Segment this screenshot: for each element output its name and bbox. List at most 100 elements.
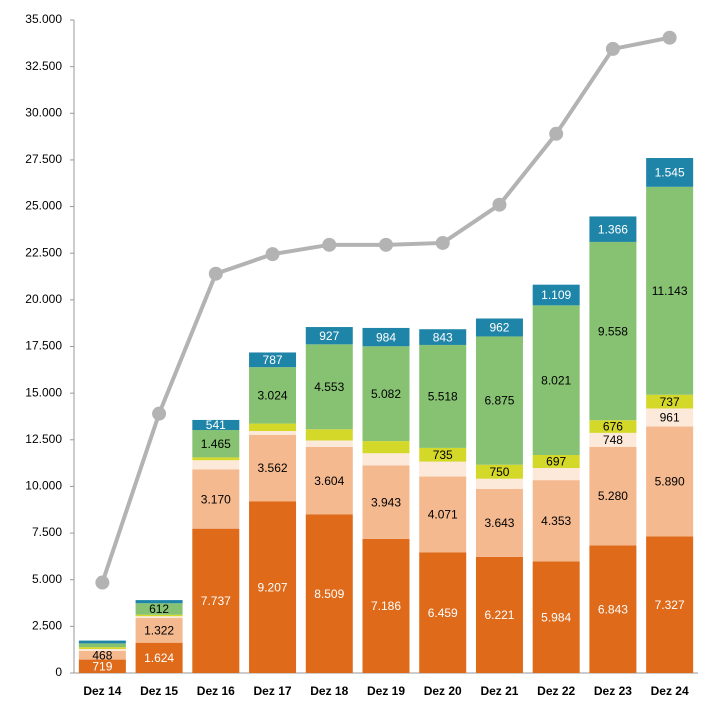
bar-segment bbox=[475, 488, 523, 557]
y-tick-label: 35.000 bbox=[25, 12, 62, 26]
x-tick-label: Dez 23 bbox=[594, 684, 632, 698]
bar-segment bbox=[305, 327, 353, 345]
y-tick-label: 25.000 bbox=[25, 199, 62, 213]
line-marker bbox=[265, 247, 280, 262]
bar-segment bbox=[305, 344, 353, 430]
y-tick-label: 22.500 bbox=[25, 245, 62, 259]
bar-segment bbox=[589, 216, 637, 242]
data-label: 719 bbox=[92, 659, 112, 673]
data-label: 7.186 bbox=[371, 599, 401, 613]
data-label: 984 bbox=[376, 330, 396, 344]
data-label: 5.082 bbox=[371, 387, 401, 401]
bar-segment bbox=[78, 659, 126, 673]
data-label: 927 bbox=[319, 329, 339, 343]
data-label: 961 bbox=[660, 411, 680, 425]
bar-segment bbox=[362, 465, 410, 539]
data-label: 1.322 bbox=[144, 624, 174, 638]
x-tick-label: Dez 22 bbox=[537, 684, 575, 698]
data-label: 5.984 bbox=[541, 610, 571, 624]
bar-segment bbox=[646, 408, 694, 427]
data-label: 4.553 bbox=[314, 380, 344, 394]
bar-segment bbox=[589, 545, 637, 673]
data-label: 1.465 bbox=[201, 437, 231, 451]
data-label: 3.943 bbox=[371, 495, 401, 509]
bar-segment bbox=[78, 643, 126, 648]
bar-segment bbox=[135, 642, 183, 673]
data-label: 3.643 bbox=[484, 516, 514, 530]
bar-segment bbox=[192, 430, 240, 458]
line-marker bbox=[208, 266, 223, 281]
x-tick-label: Dez 17 bbox=[254, 684, 292, 698]
y-tick-label: 15.000 bbox=[25, 385, 62, 399]
data-label: 4.071 bbox=[428, 508, 458, 522]
bar-segment bbox=[249, 352, 297, 368]
data-label: 6.875 bbox=[484, 394, 514, 408]
bar-segment bbox=[135, 600, 183, 604]
bar-segment bbox=[192, 419, 240, 431]
data-label: 750 bbox=[489, 465, 509, 479]
data-label: 3.604 bbox=[314, 474, 344, 488]
data-label: 9.207 bbox=[258, 580, 288, 594]
bar-segment bbox=[419, 344, 467, 448]
data-label: 3.170 bbox=[201, 492, 231, 506]
x-tick-label: Dez 24 bbox=[651, 684, 689, 698]
bar-segment bbox=[532, 480, 580, 562]
data-label: 787 bbox=[263, 353, 283, 367]
bar-segment bbox=[305, 429, 353, 441]
data-label: 9.558 bbox=[598, 324, 628, 338]
data-label: 676 bbox=[603, 420, 623, 434]
y-tick-label: 12.500 bbox=[25, 432, 62, 446]
data-label: 612 bbox=[149, 602, 169, 616]
bar-segment bbox=[78, 640, 126, 644]
bar-segment bbox=[646, 158, 694, 187]
y-tick-label: 17.500 bbox=[25, 339, 62, 353]
bar-segment bbox=[78, 647, 126, 649]
bar-segment bbox=[475, 318, 523, 337]
bar-segment bbox=[192, 528, 240, 673]
data-label: 6.221 bbox=[484, 608, 514, 622]
bar-segment bbox=[419, 447, 467, 462]
bar-segment bbox=[192, 460, 240, 470]
data-label: 1.545 bbox=[655, 166, 685, 180]
bar-segment bbox=[362, 346, 410, 442]
bar-segment bbox=[78, 650, 126, 660]
bar-segment bbox=[589, 241, 637, 421]
data-label: 468 bbox=[92, 648, 112, 662]
x-tick-label: Dez 18 bbox=[310, 684, 348, 698]
data-label: 4.353 bbox=[541, 514, 571, 528]
line-marker bbox=[549, 126, 564, 141]
bar-segment bbox=[646, 394, 694, 409]
data-label: 541 bbox=[206, 418, 226, 432]
y-tick-label: 30.000 bbox=[25, 105, 62, 119]
data-label: 7.327 bbox=[655, 598, 685, 612]
data-label: 5.518 bbox=[428, 390, 458, 404]
line-marker bbox=[322, 237, 337, 252]
bar-segment bbox=[135, 603, 183, 615]
data-label: 748 bbox=[603, 433, 623, 447]
bar-segment bbox=[305, 514, 353, 673]
line-marker bbox=[379, 237, 393, 252]
x-tick-label: Dez 15 bbox=[140, 684, 178, 698]
bar-segment bbox=[532, 468, 580, 481]
y-tick-label: 0 bbox=[55, 665, 62, 679]
y-tick-label: 20.000 bbox=[25, 292, 62, 306]
bar-segment bbox=[362, 327, 410, 347]
bar-segment bbox=[646, 186, 694, 395]
bar-segment bbox=[135, 616, 183, 619]
bar-segment bbox=[249, 423, 297, 432]
data-label: 697 bbox=[546, 455, 566, 469]
data-label: 843 bbox=[433, 330, 453, 344]
line-marker bbox=[435, 235, 450, 250]
bar-segment bbox=[249, 367, 297, 424]
x-tick-label: Dez 16 bbox=[197, 684, 235, 698]
data-label: 8.509 bbox=[314, 587, 344, 601]
bar-segment bbox=[135, 618, 183, 643]
bar-segment bbox=[305, 440, 353, 448]
bar-segment bbox=[135, 614, 183, 617]
y-tick-label: 5.000 bbox=[32, 572, 62, 586]
data-label: 735 bbox=[433, 448, 453, 462]
x-tick-label: Dez 21 bbox=[480, 684, 518, 698]
bar-segment bbox=[589, 432, 637, 447]
data-label: 5.890 bbox=[655, 475, 685, 489]
